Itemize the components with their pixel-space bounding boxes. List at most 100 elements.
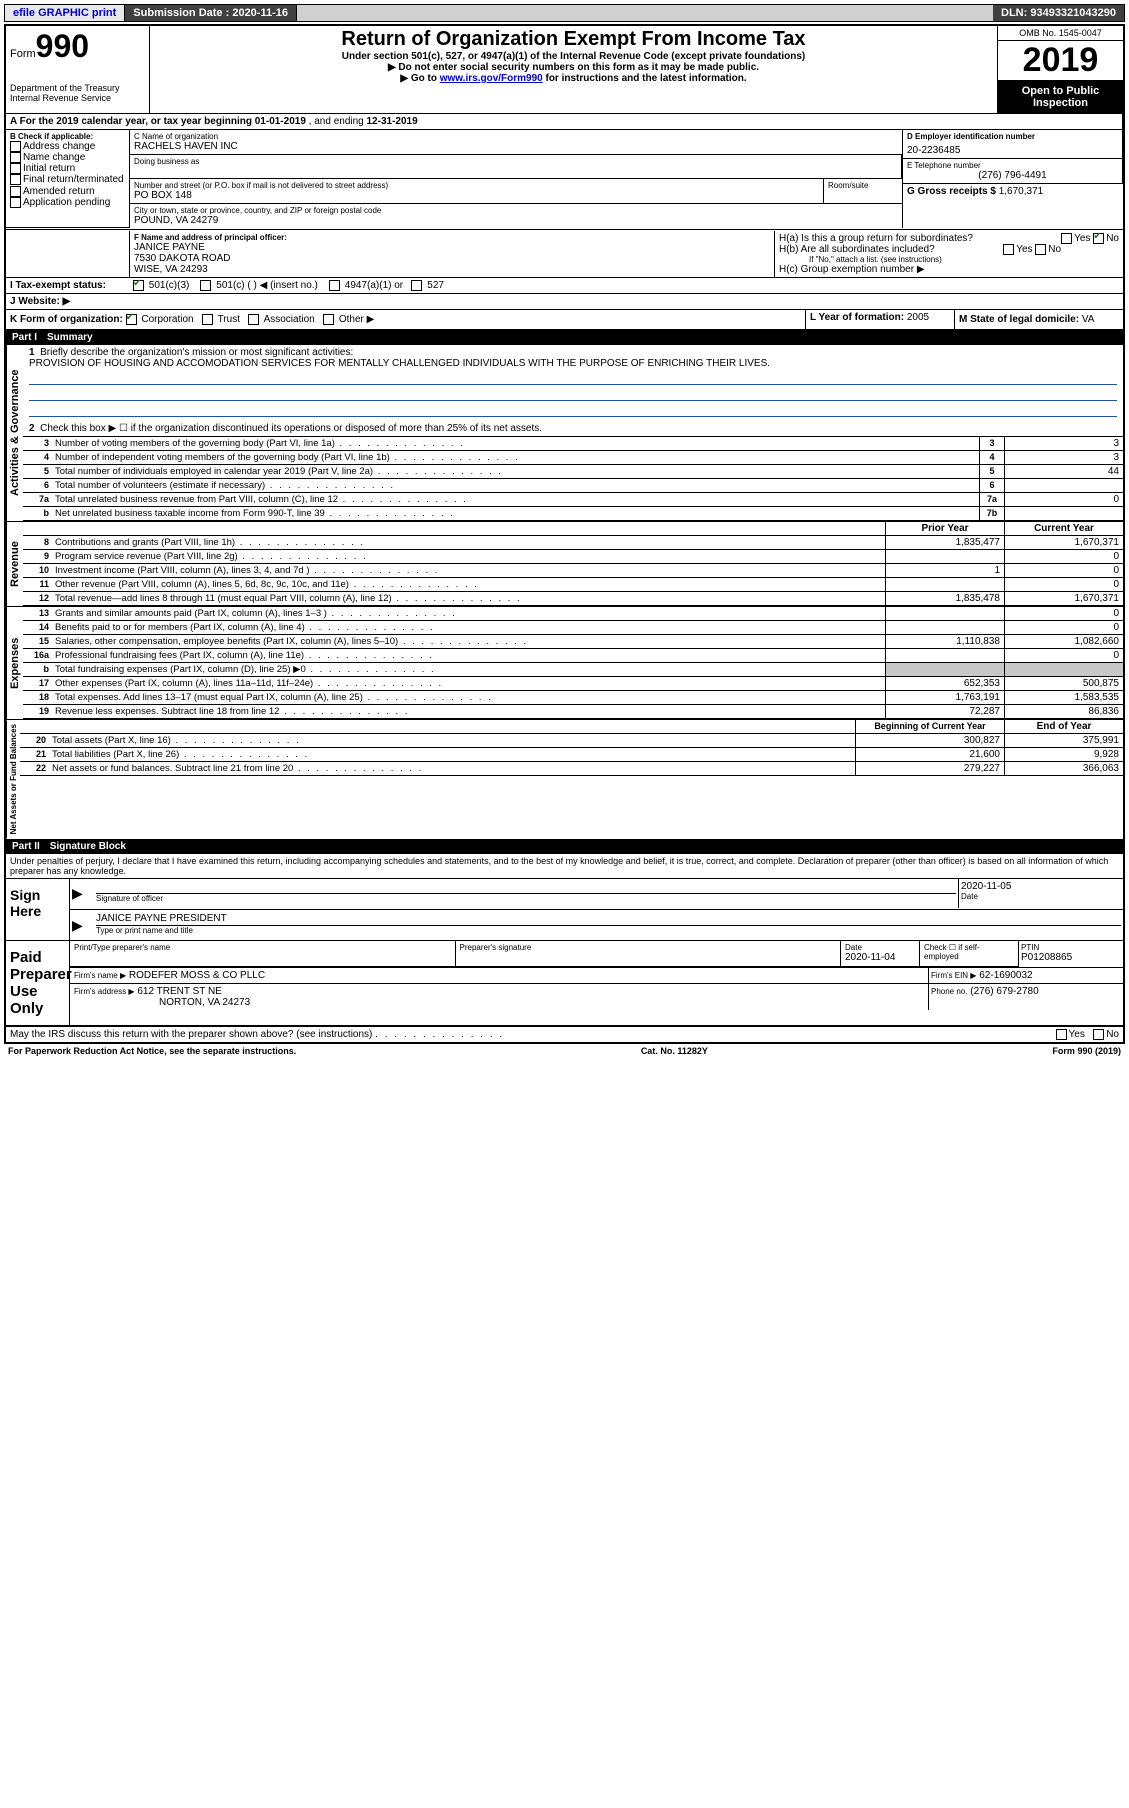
checkbox-icon[interactable]: [1056, 1029, 1067, 1040]
irs-link[interactable]: www.irs.gov/Form990: [440, 73, 543, 84]
a-begin: 01-01-2019: [255, 116, 306, 127]
hb-note: If "No," attach a list. (see instruction…: [779, 255, 1119, 264]
mission-text: PROVISION OF HOUSING AND ACCOMODATION SE…: [29, 358, 770, 369]
yes-label: Yes: [1016, 244, 1032, 255]
footer-mid: Cat. No. 11282Y: [641, 1046, 708, 1056]
footer: For Paperwork Reduction Act Notice, see …: [4, 1044, 1125, 1058]
l1-label: Briefly describe the organization's miss…: [40, 347, 353, 358]
firm-name: RODEFER MOSS & CO PLLC: [129, 970, 265, 981]
domicile: VA: [1082, 314, 1095, 325]
checkbox-checked-icon[interactable]: [133, 280, 144, 291]
yes-label: Yes: [1069, 1029, 1085, 1040]
header-mid: Return of Organization Exempt From Incom…: [150, 26, 997, 113]
year-formation: 2005: [907, 312, 929, 323]
no-label: No: [1106, 233, 1119, 244]
checkbox-icon[interactable]: [10, 141, 21, 152]
data-line: 17Other expenses (Part IX, column (A), l…: [23, 677, 1123, 691]
yes-label: Yes: [1074, 233, 1090, 244]
checkbox-icon[interactable]: [1093, 1029, 1104, 1040]
checkbox-icon[interactable]: [10, 186, 21, 197]
section-h: H(a) Is this a group return for subordin…: [775, 231, 1123, 277]
entity-block: B Check if applicable: Address change Na…: [6, 130, 1123, 228]
data-line: 20Total assets (Part X, line 16)300,8273…: [20, 734, 1123, 748]
checkbox-icon[interactable]: [202, 314, 213, 325]
checkbox-icon[interactable]: [1003, 244, 1014, 255]
part1-body: Activities & Governance 1 Briefly descri…: [6, 345, 1123, 521]
data-line: 13Grants and similar amounts paid (Part …: [23, 607, 1123, 621]
section-klm: K Form of organization: Corporation Trus…: [6, 310, 1123, 330]
dln: DLN: 93493321043290: [993, 5, 1124, 21]
data-line: 14Benefits paid to or for members (Part …: [23, 621, 1123, 635]
checkbox-icon[interactable]: [10, 163, 21, 174]
subtitle-3: ▶ Go to www.irs.gov/Form990 for instruct…: [156, 73, 991, 84]
checkbox-icon[interactable]: [200, 280, 211, 291]
checkbox-checked-icon[interactable]: [126, 314, 137, 325]
line-2: 2 Check this box ▶ ☐ if the organization…: [23, 421, 1123, 437]
g-label: G Gross receipts $: [907, 186, 996, 197]
l2-text: Check this box ▶ ☐ if the organization d…: [40, 423, 542, 434]
omb-number: OMB No. 1545-0047: [998, 26, 1123, 41]
paid-preparer-row: Paid Preparer Use Only Print/Type prepar…: [6, 941, 1123, 1026]
paid-preparer-label: Paid Preparer Use Only: [6, 941, 70, 1025]
checkbox-icon[interactable]: [10, 174, 21, 185]
dln-value: 93493321043290: [1030, 7, 1116, 19]
sign-here: Sign Here: [6, 879, 70, 940]
form-title: Return of Organization Exempt From Incom…: [156, 28, 991, 51]
col-curr: Current Year: [1004, 522, 1123, 535]
i-opt-1: 501(c) ( ) ◀ (insert no.): [216, 280, 318, 291]
firm-addr-label: Firm's address ▶: [74, 987, 135, 996]
revenue-block: Revenue Prior Year Current Year 8Contrib…: [6, 521, 1123, 606]
ha-label: H(a) Is this a group return for subordin…: [779, 233, 973, 244]
part1-title: Summary: [47, 332, 93, 343]
firm-addr1: 612 TRENT ST NE: [137, 986, 221, 997]
efile-print-link[interactable]: efile GRAPHIC print: [5, 5, 125, 21]
discuss-row: May the IRS discuss this return with the…: [6, 1026, 1123, 1042]
checkbox-checked-icon[interactable]: [1093, 233, 1104, 244]
footer-right: Form 990 (2019): [1052, 1046, 1121, 1056]
form-container: Form990 Department of the Treasury Inter…: [4, 24, 1125, 1044]
checkbox-icon[interactable]: [10, 197, 21, 208]
checkbox-icon[interactable]: [1061, 233, 1072, 244]
data-line: 19Revenue less expenses. Subtract line 1…: [23, 705, 1123, 719]
phone-label: Phone no.: [931, 987, 967, 996]
prep-date-label: Date: [845, 943, 915, 952]
j-label: J Website: ▶: [10, 296, 70, 307]
checkbox-icon[interactable]: [10, 152, 21, 163]
header-right: OMB No. 1545-0047 2019 Open to Public In…: [997, 26, 1123, 113]
phone: (276) 796-4491: [907, 170, 1118, 181]
sub-date-label: Submission Date :: [133, 7, 229, 19]
i-opt-3: 527: [427, 280, 444, 291]
checkbox-icon[interactable]: [329, 280, 340, 291]
subtitle-1: Under section 501(c), 527, or 4947(a)(1)…: [156, 51, 991, 62]
section-c: C Name of organization RACHELS HAVEN INC…: [130, 130, 903, 228]
data-line: 16aProfessional fundraising fees (Part I…: [23, 649, 1123, 663]
no-label: No: [1048, 244, 1061, 255]
checkbox-icon[interactable]: [1035, 244, 1046, 255]
officer-addr2: WISE, VA 24293: [134, 264, 770, 275]
a-end: 12-31-2019: [367, 116, 418, 127]
checkbox-icon[interactable]: [411, 280, 422, 291]
sub3-post: for instructions and the latest informat…: [543, 73, 747, 84]
data-line: 18Total expenses. Add lines 13–17 (must …: [23, 691, 1123, 705]
k-opt-3: Other ▶: [339, 314, 374, 325]
k-opt-1: Trust: [218, 314, 240, 325]
col-begin: Beginning of Current Year: [855, 720, 1004, 733]
data-line: bTotal fundraising expenses (Part IX, co…: [23, 663, 1123, 677]
checkbox-icon[interactable]: [248, 314, 259, 325]
checkbox-icon[interactable]: [323, 314, 334, 325]
section-b: B Check if applicable: Address change Na…: [6, 130, 130, 228]
topbar: efile GRAPHIC print Submission Date : 20…: [4, 4, 1125, 22]
data-line: 21Total liabilities (Part X, line 26)21,…: [20, 748, 1123, 762]
no-label: No: [1106, 1029, 1119, 1040]
gov-line: 6Total number of volunteers (estimate if…: [23, 479, 1123, 493]
prep-phone: (276) 679-2780: [970, 986, 1038, 997]
prep-sig-label: Preparer's signature: [460, 943, 837, 952]
form-header: Form990 Department of the Treasury Inter…: [6, 26, 1123, 114]
check-self: Check ☐ if self-employed: [924, 943, 1014, 961]
dln-label: DLN:: [1001, 7, 1027, 19]
gov-line: 7aTotal unrelated business revenue from …: [23, 493, 1123, 507]
declaration: Under penalties of perjury, I declare th…: [6, 854, 1123, 879]
discuss-label: May the IRS discuss this return with the…: [10, 1029, 372, 1040]
b-opt-5-label: Application pending: [23, 197, 110, 208]
section-i: I Tax-exempt status: 501(c)(3) 501(c) ( …: [6, 278, 1123, 294]
